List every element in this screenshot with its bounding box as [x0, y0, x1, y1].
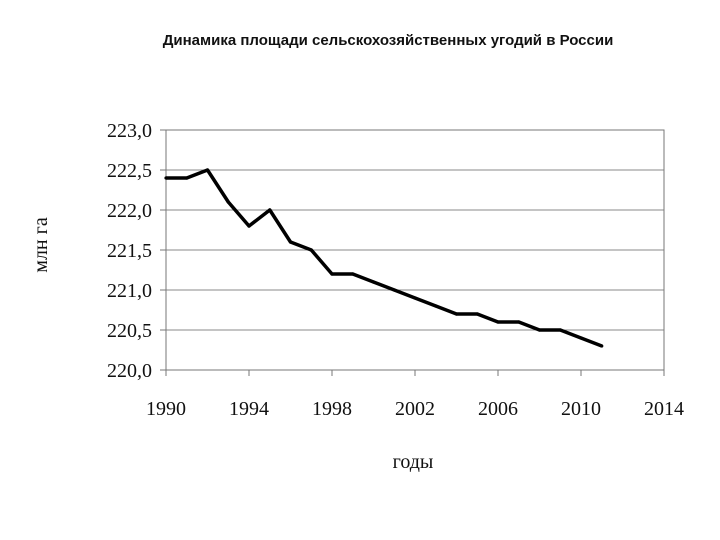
series-layer: [164, 168, 604, 348]
y-tick-label: 221,5: [107, 240, 152, 262]
data-point: [205, 168, 210, 172]
y-tick-label: 222,0: [107, 200, 152, 222]
data-point: [600, 344, 604, 348]
data-point: [309, 248, 313, 252]
data-point: [454, 312, 459, 316]
x-tick-label: 1998: [312, 398, 352, 420]
data-point: [185, 176, 189, 180]
data-point: [517, 320, 521, 324]
series-line: [166, 168, 603, 348]
x-tick-label: 1990: [146, 398, 186, 420]
y-axis-ticks: 220,0 220,5 221,0 221,5 222,0 222,5 223,0: [107, 120, 166, 382]
data-point: [558, 328, 562, 332]
y-tick-label: 221,0: [107, 280, 152, 302]
data-point: [226, 200, 230, 204]
x-axis-label: годы: [393, 451, 434, 473]
data-point: [392, 288, 396, 292]
y-tick-label: 223,0: [107, 120, 152, 142]
data-point: [268, 208, 272, 212]
y-tick-label: 220,0: [107, 360, 152, 382]
data-point: [434, 304, 438, 308]
data-point: [371, 280, 376, 284]
y-tick-label: 222,5: [107, 160, 152, 182]
x-tick-label: 1994: [229, 398, 269, 420]
y-axis-label: млн га: [30, 217, 52, 273]
x-tick-label: 2010: [561, 398, 601, 420]
data-point: [496, 320, 500, 324]
data-point: [288, 240, 293, 244]
data-point: [330, 272, 334, 276]
data-point: [475, 312, 479, 316]
data-point: [413, 296, 417, 300]
data-point: [351, 272, 355, 276]
data-point: [247, 224, 251, 228]
x-tick-label: 2006: [478, 398, 518, 420]
x-tick-label: 2014: [644, 398, 684, 420]
y-tick-label: 220,5: [107, 320, 152, 342]
x-axis-ticks: 1990 1994 1998 2002 2006 2010 2014: [146, 370, 684, 420]
data-point: [164, 176, 168, 180]
data-point: [579, 336, 583, 340]
gridlines: [166, 129, 664, 371]
data-point: [537, 328, 542, 332]
chart-title: Динамика площади сельскохозяйственных уг…: [162, 32, 614, 49]
x-tick-label: 2002: [395, 398, 435, 420]
